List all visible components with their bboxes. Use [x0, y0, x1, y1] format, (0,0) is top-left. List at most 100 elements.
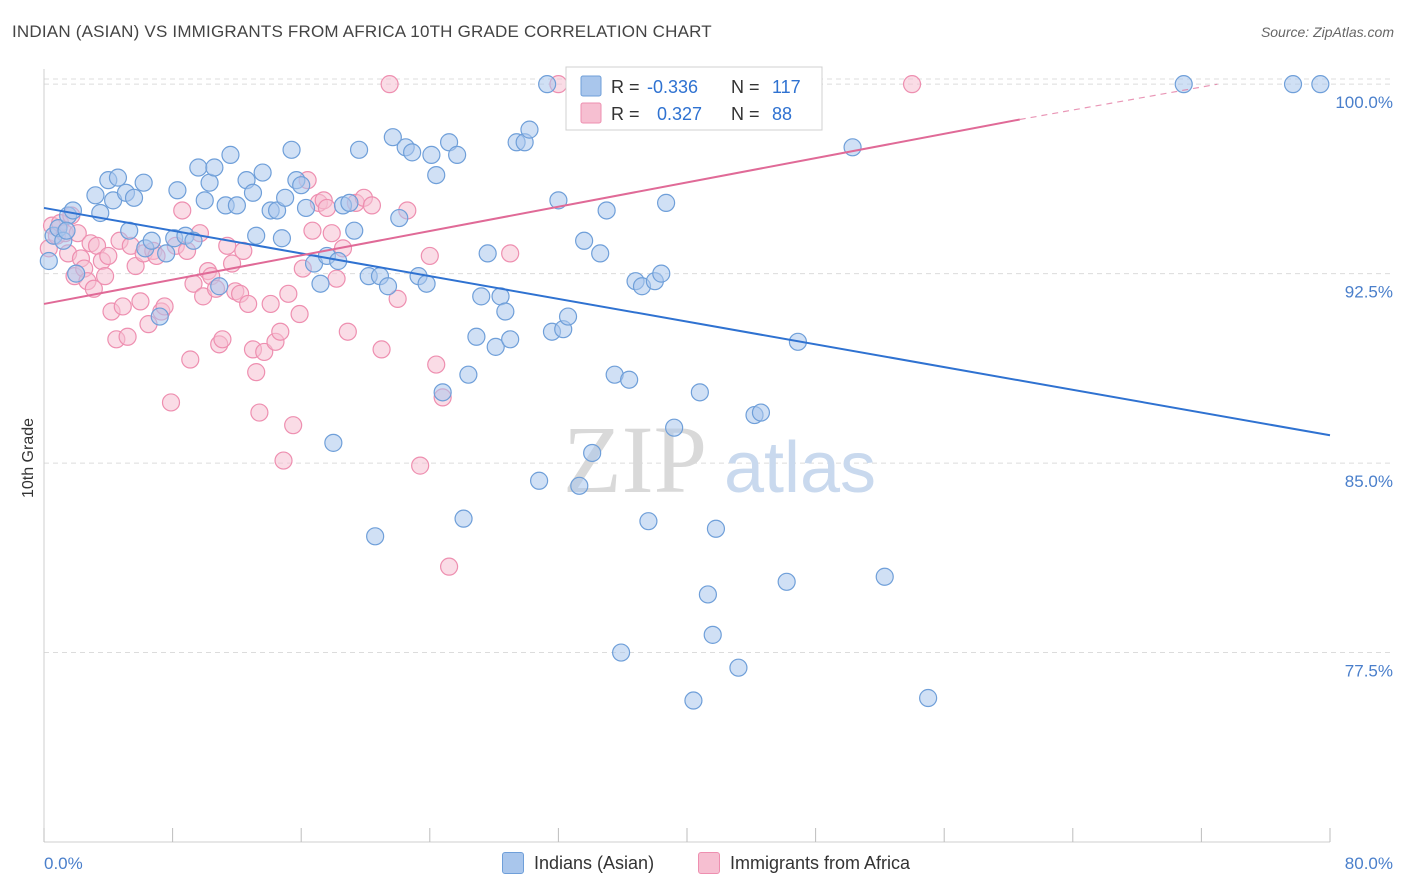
pink-point: [239, 294, 258, 314]
blue-point: [698, 585, 717, 604]
blue-point: [703, 625, 722, 644]
blue-point: [345, 221, 364, 240]
blue-point: [459, 365, 478, 384]
blue-point: [448, 145, 467, 164]
pink-point: [213, 330, 232, 349]
y-tick-label: 77.5%: [1345, 662, 1393, 681]
blue-point: [467, 327, 486, 346]
chart-title: INDIAN (ASIAN) VS IMMIGRANTS FROM AFRICA…: [12, 22, 712, 41]
blue-point: [417, 274, 436, 293]
bottom-legend-pink: Immigrants from Africa: [698, 852, 910, 874]
blue-point: [282, 140, 301, 159]
y-axis-label: 10th Grade: [20, 418, 37, 498]
blue-point: [1311, 75, 1330, 94]
pink-point: [261, 294, 280, 314]
pink-point: [271, 322, 290, 341]
blue-point: [1174, 75, 1193, 94]
pink-point: [317, 198, 337, 218]
blue-point: [652, 264, 671, 283]
legend-pink-n-label: N =: [731, 104, 760, 124]
blue-point: [383, 128, 402, 147]
pink-point: [250, 403, 269, 422]
blue-point: [142, 231, 161, 250]
pink-point: [362, 196, 382, 215]
blue-point: [751, 403, 771, 422]
blue-point: [157, 244, 176, 263]
bottom-legend-pink-swatch: [698, 852, 720, 874]
blue-point: [520, 120, 539, 139]
legend-blue-r-label: R =: [611, 77, 640, 97]
pink-trend-line: [43, 118, 1020, 305]
blue-point: [272, 229, 292, 248]
blue-point: [538, 75, 557, 94]
pink-point: [95, 267, 115, 286]
pink-point: [338, 322, 357, 341]
pink-point: [501, 244, 520, 263]
legend-blue-n-value: 117: [772, 77, 801, 97]
x-tick-label: 80.0%: [1345, 854, 1393, 873]
pink-point: [290, 304, 309, 324]
pink-trend-extension: [1019, 83, 1218, 121]
blue-point: [777, 572, 796, 591]
blue-point: [729, 658, 748, 677]
legend-pink-n-value: 88: [772, 104, 792, 124]
pink-point: [902, 75, 922, 94]
blue-point: [378, 277, 398, 296]
blue-point: [496, 302, 515, 321]
blue-point: [575, 231, 594, 250]
blue-point: [205, 158, 224, 177]
blue-point: [486, 337, 505, 356]
y-tick-label: 92.5%: [1345, 283, 1393, 302]
blue-point: [1283, 75, 1303, 94]
blue-point: [221, 145, 240, 164]
blue-point: [478, 244, 497, 263]
blue-point: [684, 691, 703, 710]
blue-point: [558, 307, 578, 326]
pink-point: [118, 327, 137, 346]
pink-point: [388, 289, 407, 308]
blue-point: [919, 688, 938, 708]
blue-point: [501, 330, 520, 349]
blue-point: [253, 163, 272, 182]
blue-point: [292, 176, 311, 195]
blue-point: [403, 143, 422, 162]
blue-point: [340, 193, 359, 212]
blue-point: [311, 274, 330, 293]
blue-point: [210, 277, 229, 296]
blue-point: [349, 140, 369, 159]
blue-point: [433, 383, 452, 402]
blue-point: [390, 208, 409, 228]
legend-box: R = -0.336 N = 117 R = 0.327 N = 88: [565, 66, 823, 131]
pink-series-points: [39, 75, 922, 576]
legend-blue-r-value: -0.336: [647, 77, 698, 97]
blue-point: [366, 527, 385, 546]
legend-blue-swatch: [580, 75, 602, 97]
pink-point: [327, 269, 346, 288]
pink-point: [427, 355, 446, 374]
blue-point: [611, 643, 631, 662]
blue-point: [597, 201, 616, 220]
blue-point: [86, 186, 105, 205]
blue-point: [454, 509, 473, 528]
blue-point: [243, 183, 263, 202]
grid-layer: [44, 78, 1392, 654]
pink-point: [303, 221, 322, 240]
watermark-zip: ZIP: [563, 406, 707, 513]
pink-point: [439, 557, 459, 576]
axis-layer: 100.0% 92.5% 85.0% 77.5% 0.0% 80.0%: [43, 69, 1393, 873]
pink-point: [131, 292, 150, 311]
blue-point: [530, 471, 549, 490]
blue-point: [67, 264, 86, 283]
blue-point: [583, 443, 602, 463]
blue-point: [227, 196, 246, 215]
pink-point: [411, 456, 430, 475]
blue-point: [706, 519, 726, 538]
blue-point: [195, 191, 214, 210]
bottom-legend-pink-label: Immigrants from Africa: [730, 852, 911, 873]
blue-point: [108, 168, 128, 187]
blue-point: [549, 191, 568, 210]
blue-point: [168, 181, 187, 200]
blue-point: [39, 251, 58, 271]
legend-blue-n-label: N =: [731, 77, 760, 97]
chart-source: Source: ZipAtlas.com: [1260, 24, 1394, 40]
